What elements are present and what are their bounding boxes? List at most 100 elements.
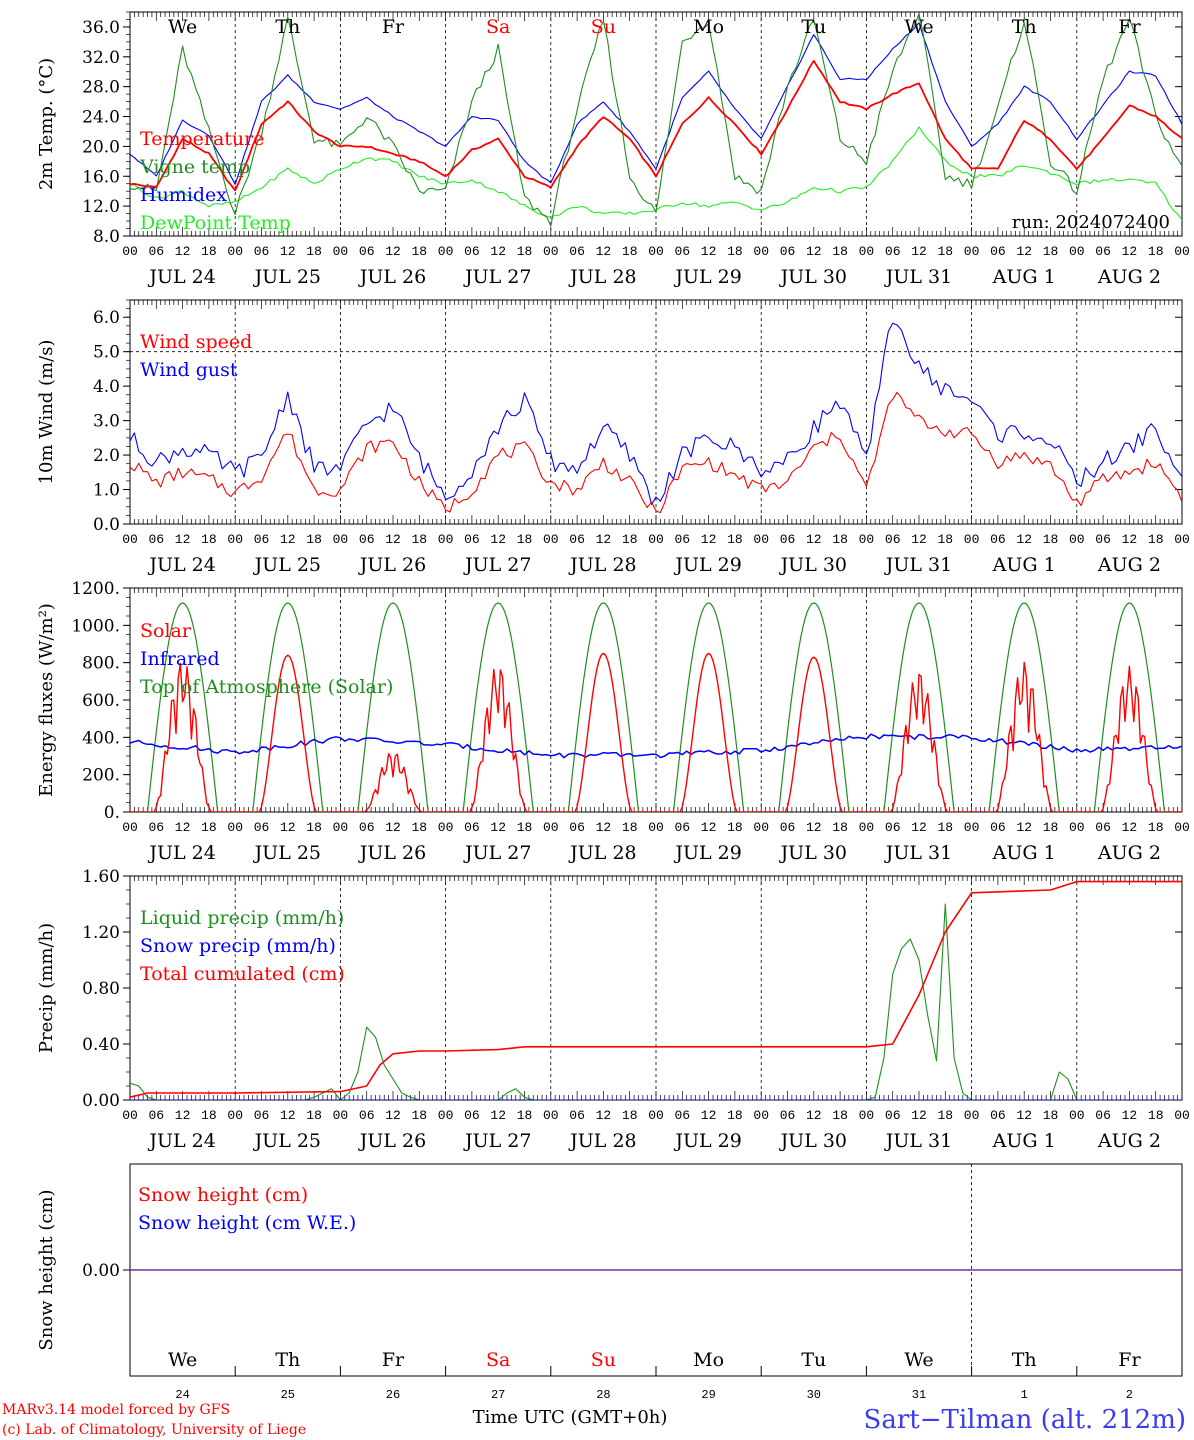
hour-tick-label: 18	[201, 532, 217, 547]
hour-tick-label: 00	[227, 820, 243, 835]
y-axis-label: Snow height (cm)	[36, 1189, 57, 1350]
weekday-label: We	[904, 1349, 933, 1371]
hour-tick-label: 12	[490, 244, 506, 259]
weekday-label: Th	[1012, 16, 1037, 38]
hour-tick-label: 12	[701, 244, 717, 259]
date-label: AUG 1	[992, 842, 1056, 864]
hour-tick-label: 06	[1095, 244, 1111, 259]
hour-tick-label: 12	[1122, 532, 1138, 547]
y-tick-label: 1.0	[93, 481, 120, 501]
day-number-label: 26	[386, 1388, 400, 1402]
hour-tick-label: 12	[806, 532, 822, 547]
hour-tick-label: 18	[517, 1108, 533, 1123]
date-label: JUL 25	[253, 1130, 321, 1152]
hour-tick-label: 18	[832, 244, 848, 259]
date-label: AUG 2	[1097, 554, 1161, 576]
hour-tick-label: 06	[464, 820, 480, 835]
hour-tick-label: 00	[333, 1108, 349, 1123]
hour-tick-label: 00	[438, 1108, 454, 1123]
hour-tick-label: 12	[280, 1108, 296, 1123]
hour-tick-label: 00	[543, 532, 559, 547]
hour-tick-label: 06	[1095, 1108, 1111, 1123]
hour-tick-label: 18	[306, 244, 322, 259]
hour-tick-label: 12	[490, 532, 506, 547]
y-axis-label: 2m Temp. (°C)	[36, 58, 57, 190]
hour-tick-label: 06	[359, 1108, 375, 1123]
legend-entry: Snow precip (mm/h)	[140, 935, 336, 957]
hour-tick-label: 06	[885, 1108, 901, 1123]
date-label: JUL 30	[779, 842, 847, 864]
hour-tick-label: 18	[1043, 820, 1059, 835]
hour-tick-label: 18	[517, 244, 533, 259]
date-label: JUL 24	[147, 842, 215, 864]
hour-tick-label: 06	[254, 244, 270, 259]
y-axis-label: Precip (mm/h)	[36, 923, 57, 1053]
hour-tick-label: 00	[1174, 1108, 1190, 1123]
hour-tick-label: 18	[622, 244, 638, 259]
y-tick-label: 400.	[82, 728, 120, 748]
hour-tick-label: 12	[490, 1108, 506, 1123]
weekday-label: Su	[591, 16, 616, 38]
hour-tick-label: 12	[1016, 244, 1032, 259]
hour-tick-label: 18	[937, 1108, 953, 1123]
y-tick-label: 0.00	[82, 1261, 120, 1281]
date-label: JUL 27	[463, 554, 531, 576]
hour-tick-label: 00	[1069, 244, 1085, 259]
date-label: JUL 30	[779, 1130, 847, 1152]
y-tick-label: 24.0	[82, 108, 120, 128]
hour-tick-label: 06	[148, 820, 164, 835]
hour-tick-label: 00	[122, 532, 138, 547]
date-label: JUL 24	[147, 266, 215, 288]
day-number-label: 27	[491, 1388, 505, 1402]
date-label: JUL 26	[358, 554, 426, 576]
date-label: AUG 1	[992, 266, 1056, 288]
hour-tick-label: 00	[648, 1108, 664, 1123]
hour-tick-label: 00	[964, 532, 980, 547]
hour-tick-label: 12	[280, 532, 296, 547]
day-number-label: 30	[807, 1388, 821, 1402]
hour-tick-label: 06	[254, 532, 270, 547]
date-label: JUL 31	[884, 842, 952, 864]
station-label: Sart−Tilman (alt. 212m)	[864, 1405, 1186, 1435]
series-line-2	[130, 22, 1182, 185]
hour-tick-label: 12	[596, 532, 612, 547]
date-label: JUL 25	[253, 266, 321, 288]
y-tick-label: 28.0	[82, 78, 120, 98]
hour-tick-label: 06	[990, 532, 1006, 547]
date-label: JUL 24	[147, 1130, 215, 1152]
panel-3: 00 06 12 18 00 06 12 18 00 06 12 18 00 06 12 18 00 06 12 18…	[36, 579, 1190, 864]
hour-tick-label: 00	[859, 244, 875, 259]
hour-tick-label: 06	[990, 820, 1006, 835]
hour-tick-label: 00	[753, 820, 769, 835]
hour-tick-label: 18	[622, 1108, 638, 1123]
legend-entry: Vigne temp	[139, 156, 250, 178]
hour-tick-label: 18	[937, 244, 953, 259]
legend-entry: Top of Atmosphere (Solar)	[140, 676, 393, 698]
legend-entry: Solar	[140, 620, 192, 642]
hour-tick-label: 00	[438, 244, 454, 259]
weekday-label: We	[168, 16, 197, 38]
hour-tick-label: 12	[175, 532, 191, 547]
date-label: AUG 2	[1097, 1130, 1161, 1152]
hour-tick-label: 12	[911, 532, 927, 547]
hour-tick-label: 00	[1069, 820, 1085, 835]
hour-tick-label: 12	[806, 820, 822, 835]
date-label: JUL 27	[463, 1130, 531, 1152]
date-label: AUG 1	[992, 1130, 1056, 1152]
hour-tick-label: 12	[1122, 1108, 1138, 1123]
panels: 00 06 12 18 00 06 12 18 00 06 12 18 00 06 12 18 00 06 12 18…	[36, 11, 1190, 1402]
weekday-label: Tu	[801, 1349, 826, 1371]
hour-tick-label: 00	[964, 244, 980, 259]
hour-tick-label: 00	[333, 820, 349, 835]
y-tick-label: 800.	[82, 654, 120, 674]
weekday-label: We	[904, 16, 933, 38]
hour-tick-label: 06	[254, 820, 270, 835]
day-number-label: 29	[701, 1388, 715, 1402]
hour-tick-label: 12	[806, 1108, 822, 1123]
weekday-label: Fr	[382, 16, 405, 38]
hour-tick-label: 00	[227, 532, 243, 547]
legend-entry: DewPoint Temp	[140, 212, 291, 234]
hour-tick-label: 18	[1148, 1108, 1164, 1123]
hour-tick-label: 12	[1122, 244, 1138, 259]
hour-tick-label: 18	[411, 820, 427, 835]
